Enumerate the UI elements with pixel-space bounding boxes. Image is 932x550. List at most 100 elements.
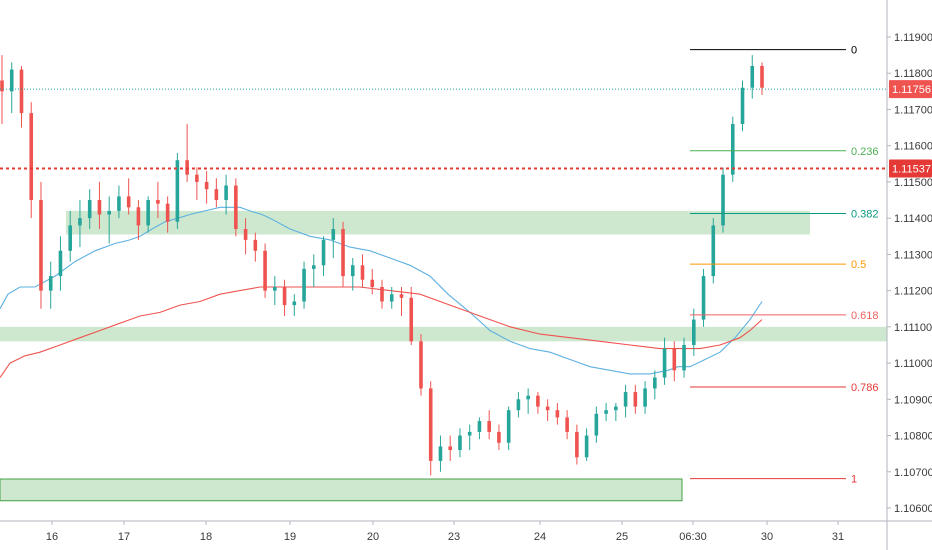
price-tick-label: 1.11400	[894, 213, 932, 225]
candle	[117, 185, 121, 219]
candle	[107, 196, 111, 244]
moving-average-lines	[0, 206, 763, 378]
candle	[48, 261, 53, 309]
candle	[253, 232, 258, 262]
fib-level: 1	[690, 474, 857, 486]
candle	[126, 178, 131, 215]
time-tick-label: 18	[200, 531, 212, 543]
candle	[672, 341, 677, 382]
candle	[389, 286, 394, 309]
candle-body	[545, 406, 550, 411]
candle	[448, 435, 453, 461]
price-tag-label: 1.11756	[892, 84, 931, 96]
candle-body	[506, 410, 511, 443]
candle-body	[643, 388, 647, 407]
candle	[214, 178, 219, 208]
candle	[584, 428, 589, 461]
candle-body	[701, 276, 706, 320]
candle	[136, 200, 141, 240]
time-tick-label: 17	[118, 531, 130, 543]
candle	[282, 279, 287, 316]
candle-body	[516, 399, 521, 411]
candle	[263, 243, 267, 298]
candle	[350, 258, 355, 291]
candle	[204, 171, 209, 204]
candle	[575, 424, 579, 465]
candle	[409, 286, 414, 345]
candle-body	[146, 200, 150, 226]
candle	[458, 428, 462, 458]
candle	[29, 102, 34, 219]
candle-body	[623, 392, 628, 407]
candle	[195, 167, 199, 201]
candlestick-series	[0, 55, 764, 476]
candle-body	[399, 294, 404, 298]
price-tick-label: 1.11200	[894, 286, 932, 298]
candle	[750, 55, 755, 99]
zone-1	[66, 210, 810, 235]
candle-body	[536, 395, 540, 407]
fib-label: 0.5	[851, 259, 866, 271]
candle-body	[29, 113, 34, 201]
candle-body	[409, 297, 414, 342]
candle-body	[253, 239, 258, 251]
candle-body	[370, 279, 375, 287]
fib-label: 0	[851, 45, 857, 57]
candle	[156, 181, 160, 219]
support-resistance-zones	[0, 210, 887, 502]
candle	[311, 254, 316, 287]
fib-label: 0.236	[851, 146, 879, 158]
candle	[653, 370, 657, 400]
price-tick-label: 1.11900	[894, 32, 932, 44]
candle	[331, 218, 336, 259]
candle	[292, 294, 297, 316]
candle	[477, 417, 482, 440]
candle	[604, 402, 608, 422]
candle-body	[156, 200, 160, 204]
candle-body	[165, 203, 170, 222]
fib-level: 0.786	[690, 382, 879, 394]
candle	[399, 286, 404, 316]
candle-body	[311, 265, 316, 269]
candle-body	[234, 185, 238, 230]
candle	[633, 384, 638, 414]
candle-body	[185, 160, 189, 175]
candle-body	[224, 185, 228, 201]
price-tick-label: 1.11500	[894, 177, 932, 189]
candle-body	[458, 435, 462, 451]
candle-body	[730, 123, 735, 175]
time-tick-label: 25	[616, 531, 628, 543]
time-tick-label: 23	[448, 531, 460, 543]
candle-body	[575, 431, 579, 458]
fib-level: 0.382	[690, 208, 879, 220]
candle-body	[195, 174, 199, 182]
candle	[419, 334, 423, 396]
candle-body	[97, 200, 102, 215]
candle-body	[107, 210, 111, 215]
candle-body	[711, 225, 716, 277]
price-marker-lines: 1.11756 1.11537	[0, 80, 932, 178]
candle	[428, 381, 433, 476]
fib-level: 0	[690, 45, 857, 57]
candle	[78, 200, 82, 248]
candle-body	[273, 286, 277, 291]
candle-body	[263, 250, 267, 291]
candle	[487, 410, 491, 440]
candle-body	[604, 410, 608, 414]
zone-2	[0, 326, 887, 342]
candle	[701, 268, 706, 327]
candle	[623, 384, 628, 418]
price-tick-label: 1.10900	[894, 394, 932, 406]
candle-body	[672, 348, 677, 371]
candle	[185, 123, 189, 182]
candle	[370, 268, 375, 295]
time-tick-label: 19	[284, 531, 296, 543]
time-tick-label: 31	[832, 531, 844, 543]
price-tick-label: 1.11000	[894, 358, 932, 370]
candle-body	[19, 69, 24, 114]
candle-body	[653, 377, 657, 389]
fibonacci-retracement: 0 0.236 0.382 0.5 0.618 0.786 1	[690, 45, 879, 486]
candle	[536, 392, 540, 414]
